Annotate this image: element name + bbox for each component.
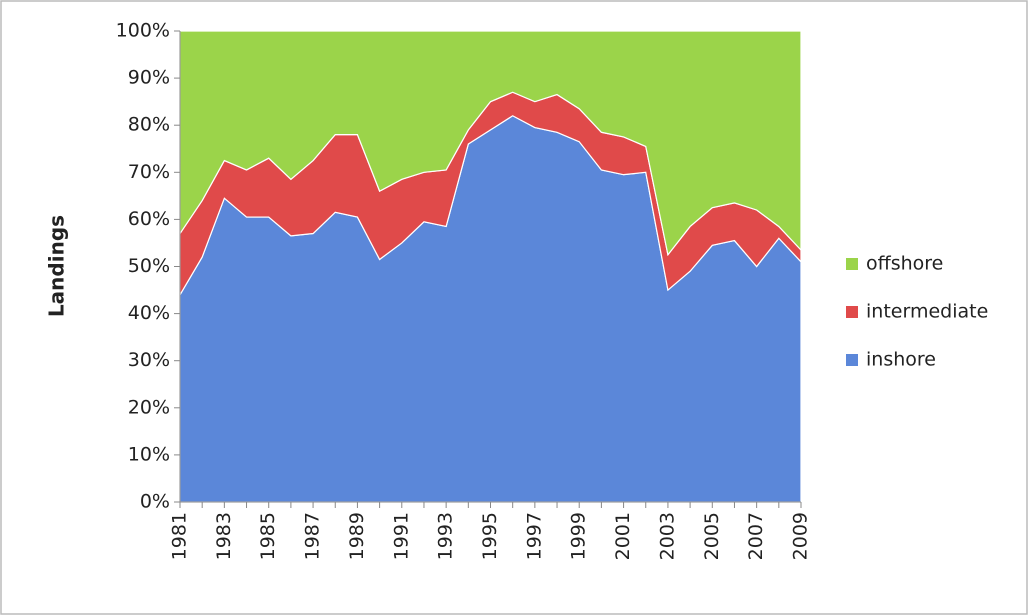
y-tick-label: 0% (140, 491, 170, 513)
x-tick-label: 2007 (745, 512, 767, 560)
legend-label: intermediate (866, 301, 988, 323)
area (179, 30, 802, 257)
y-tick-label: 40% (128, 302, 170, 324)
legend-label: offshore (866, 253, 943, 275)
legend-label: inshore (866, 349, 936, 371)
y-tick-label: 50% (128, 255, 170, 277)
x-tick-label: 1983 (213, 512, 235, 560)
y-tick-label: 60% (128, 208, 170, 230)
y-tick-label: 80% (128, 114, 170, 136)
legend-swatch (846, 354, 858, 366)
y-tick-label: 90% (128, 67, 170, 89)
legend-swatch (846, 258, 858, 270)
y-tick-label: 20% (128, 396, 170, 418)
x-tick-label: 1987 (302, 512, 324, 560)
x-tick-label: 1989 (346, 512, 368, 560)
x-tick-label: 2009 (790, 512, 812, 560)
x-tick-label: 1993 (435, 512, 457, 560)
x-tick-label: 1991 (390, 512, 412, 560)
x-tick-label: 1985 (257, 512, 279, 560)
x-tick-label: 2003 (656, 512, 678, 560)
x-tick-label: 2005 (701, 512, 723, 560)
x-tick-label: 1981 (169, 512, 191, 560)
x-tick-label: 1997 (523, 512, 545, 560)
y-tick-label: 30% (128, 349, 170, 371)
y-axis-label: Landings (45, 215, 69, 317)
y-tick-label: 70% (128, 161, 170, 183)
legend-swatch (846, 306, 858, 318)
x-tick-label: 1995 (479, 512, 501, 560)
y-tick-label: 10% (128, 443, 170, 465)
y-tick-label: 100% (116, 20, 170, 42)
x-tick-label: 1999 (568, 512, 590, 560)
x-tick-label: 2001 (612, 512, 634, 560)
